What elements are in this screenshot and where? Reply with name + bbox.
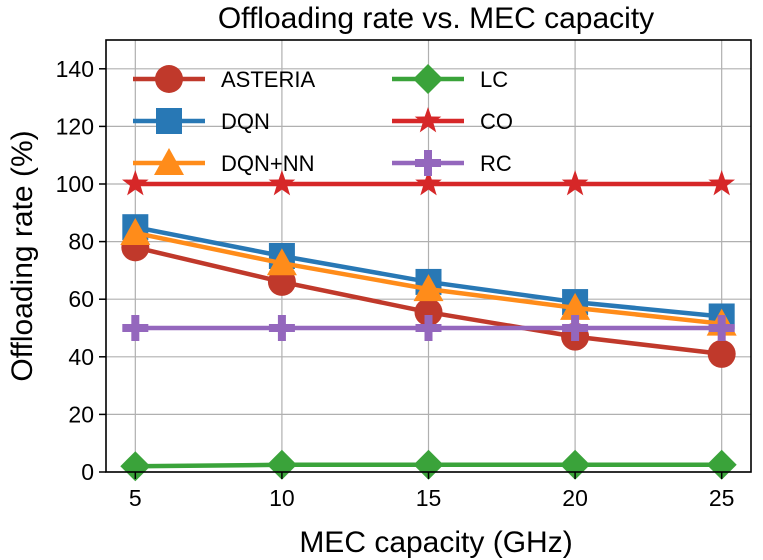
data-point xyxy=(708,170,735,196)
x-axis-label: MEC capacity (GHz) xyxy=(299,526,572,559)
data-point xyxy=(560,292,591,320)
y-tick-label: 80 xyxy=(68,229,94,255)
legend-item: RC xyxy=(392,150,512,176)
series-dqn-nn xyxy=(120,217,737,336)
legend-marker xyxy=(156,108,182,134)
legend-label: DQN+NN xyxy=(221,151,315,176)
series-rc xyxy=(122,315,735,341)
legend-label: DQN xyxy=(221,109,270,134)
y-tick-label: 140 xyxy=(56,56,94,82)
data-point xyxy=(122,315,149,341)
legend-marker xyxy=(413,64,443,94)
legend-label: RC xyxy=(480,151,512,176)
series-lc xyxy=(120,449,737,482)
data-point xyxy=(120,217,151,245)
x-tick-label: 25 xyxy=(709,485,735,511)
legend: ASTERIA DQN DQN+NN LC CO RC xyxy=(133,64,513,176)
y-tick-label: 40 xyxy=(68,344,94,370)
data-point xyxy=(561,170,589,196)
legend-item: DQN+NN xyxy=(133,148,315,176)
data-point xyxy=(708,315,735,341)
y-axis-label: Offloading rate (%) xyxy=(6,130,39,381)
data-point xyxy=(266,248,297,276)
legend-label: LC xyxy=(480,67,508,92)
axis-ticks: 5 10 15 20 25 0 20 40 60 80 100 120 140 xyxy=(56,56,735,511)
x-tick-label: 15 xyxy=(416,485,442,511)
data-point xyxy=(120,451,151,482)
y-tick-label: 20 xyxy=(68,401,94,427)
legend-marker xyxy=(414,107,442,133)
series-co xyxy=(122,170,735,196)
data-point xyxy=(122,170,149,196)
legend-marker xyxy=(154,148,184,175)
legend-item: DQN xyxy=(133,108,270,134)
data-point xyxy=(562,315,589,341)
data-point xyxy=(415,170,442,196)
grid-lines xyxy=(106,40,751,473)
legend-item: ASTERIA xyxy=(133,65,315,93)
legend-item: CO xyxy=(392,107,513,134)
legend-marker xyxy=(155,65,183,93)
chart-title: Offloading rate vs. MEC capacity xyxy=(218,2,654,35)
x-tick-label: 20 xyxy=(562,485,588,511)
data-point xyxy=(413,274,444,302)
data-point xyxy=(414,298,443,327)
data-point xyxy=(415,315,442,341)
data-point xyxy=(268,170,296,196)
plot-series xyxy=(120,170,737,482)
legend-marker xyxy=(415,150,441,176)
legend-label: CO xyxy=(480,109,513,134)
x-tick-label: 10 xyxy=(269,485,295,511)
y-tick-label: 100 xyxy=(56,171,94,197)
y-tick-label: 60 xyxy=(68,286,94,312)
legend-item: LC xyxy=(392,64,508,94)
data-point xyxy=(707,339,736,368)
y-tick-label: 0 xyxy=(81,459,94,485)
legend-label: ASTERIA xyxy=(221,67,315,92)
x-tick-label: 5 xyxy=(129,485,142,511)
y-tick-label: 120 xyxy=(56,113,94,139)
data-point xyxy=(268,315,295,341)
